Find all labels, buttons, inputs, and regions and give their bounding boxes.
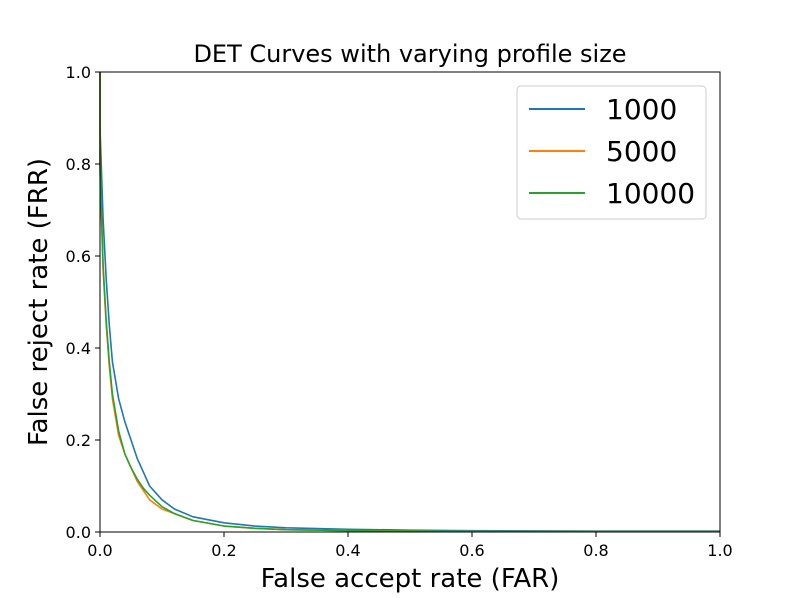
series-line-10000 xyxy=(99,72,720,533)
series-layer xyxy=(99,72,720,533)
y-axis: 0.0 0.2 0.4 0.6 0.8 1.0 xyxy=(66,63,100,542)
legend-label-1000: 1000 xyxy=(606,93,677,126)
legend: 1000 5000 10000 xyxy=(516,85,707,220)
legend-label-10000: 10000 xyxy=(606,177,695,210)
chart-title: DET Curves with varying profile size xyxy=(193,40,626,68)
legend-box xyxy=(516,85,707,220)
plot-frame xyxy=(99,71,721,533)
y-axis-label: False reject rate (FRR) xyxy=(24,158,54,446)
legend-label-5000: 5000 xyxy=(606,135,677,168)
y-tick-label: 0.8 xyxy=(66,155,91,174)
y-tick-label: 0.2 xyxy=(66,431,91,450)
x-tick-label: 0.4 xyxy=(335,541,360,560)
y-tick-label: 0.0 xyxy=(66,523,91,542)
x-axis: 0.0 0.2 0.4 0.6 0.8 1.0 xyxy=(87,532,733,560)
x-axis-label: False accept rate (FAR) xyxy=(261,564,560,594)
y-tick-label: 1.0 xyxy=(66,63,91,82)
x-tick-label: 0.8 xyxy=(583,541,608,560)
x-tick-label: 1.0 xyxy=(707,541,732,560)
x-tick-label: 0.0 xyxy=(87,541,112,560)
x-tick-label: 0.6 xyxy=(459,541,484,560)
y-tick-label: 0.6 xyxy=(66,247,91,266)
y-tick-label: 0.4 xyxy=(66,339,91,358)
x-tick-label: 0.2 xyxy=(211,541,236,560)
series-line-1000 xyxy=(99,72,720,532)
